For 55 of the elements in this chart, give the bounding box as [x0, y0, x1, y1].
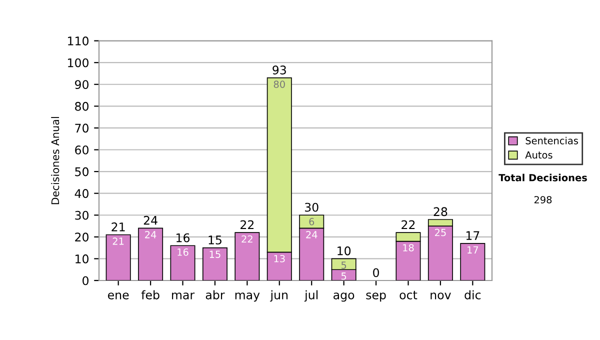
- text: 298: [534, 196, 552, 204]
- data-label: 24: [145, 230, 156, 238]
- data-label: 5: [341, 272, 346, 280]
- x-tick-label: ene: [108, 292, 129, 300]
- legend-label: Sentencias: [526, 136, 578, 144]
- y-tick-label: 20: [75, 232, 88, 242]
- total-label: 22: [402, 220, 415, 230]
- total-label: 0: [373, 268, 380, 278]
- data-label: 21: [112, 238, 124, 245]
- data-label: 17: [468, 246, 478, 254]
- y-axis-title: Decisiones Anual: [51, 117, 60, 204]
- y-tick-label: 90: [75, 80, 88, 90]
- x-tick-label: jun: [270, 290, 288, 302]
- x-tick-label: oct: [400, 290, 418, 300]
- total-label: 17: [466, 231, 480, 240]
- y-tick-label: 60: [75, 145, 88, 154]
- total-label: 24: [144, 216, 158, 225]
- y-tick-label: 100: [68, 58, 88, 68]
- total-label: 21: [112, 222, 125, 232]
- total-label: 10: [338, 246, 351, 256]
- total-label: 30: [304, 202, 318, 212]
- y-tick-label: 30: [75, 210, 88, 220]
- legend-label: Autos: [525, 151, 552, 159]
- y-tick-label: 50: [75, 167, 88, 176]
- y-tick-label: 10: [76, 254, 88, 264]
- data-label: 25: [434, 228, 446, 236]
- y-tick-label: 110: [68, 36, 88, 46]
- data-label: 5: [341, 262, 346, 269]
- x-tick-label: ago: [334, 292, 354, 302]
- x-tick-label: sep: [366, 292, 386, 302]
- x-tick-label: jul: [304, 290, 318, 302]
- x-tick-label: may: [235, 292, 260, 302]
- total-label: 16: [176, 233, 190, 242]
- data-label: 16: [178, 248, 188, 256]
- x-tick-label: feb: [141, 290, 160, 300]
- x-tick-label: dic: [464, 290, 481, 300]
- x-tick-label: nov: [430, 292, 451, 300]
- data-label: 18: [403, 244, 414, 252]
- data-label: 24: [306, 230, 318, 238]
- total-label: 28: [434, 207, 448, 216]
- data-label: 15: [210, 250, 220, 258]
- data-label: 6: [309, 218, 314, 226]
- y-tick-label: 40: [74, 189, 88, 198]
- text: Total Decisiones: [498, 174, 587, 182]
- x-tick-label: abr: [206, 290, 225, 300]
- data-label: 80: [274, 80, 285, 88]
- total-label: 15: [208, 236, 222, 244]
- x-tick-label: mar: [172, 292, 195, 300]
- y-tick-label: 70: [75, 124, 88, 133]
- data-label: 22: [242, 235, 252, 243]
- total-label: 93: [272, 66, 286, 74]
- data-label: 13: [274, 254, 285, 262]
- total-label: 22: [240, 220, 254, 230]
- y-tick-label: 0: [82, 276, 88, 286]
- y-tick-label: 80: [75, 102, 88, 111]
